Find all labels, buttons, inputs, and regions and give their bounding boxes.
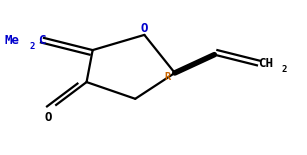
Text: O: O — [141, 22, 148, 35]
Text: O: O — [45, 111, 52, 124]
Text: C: C — [38, 34, 46, 47]
Text: CH: CH — [258, 57, 274, 70]
Text: 2: 2 — [281, 65, 287, 74]
Text: R: R — [164, 72, 170, 82]
Text: Me: Me — [4, 34, 19, 47]
Text: 2: 2 — [29, 42, 35, 51]
